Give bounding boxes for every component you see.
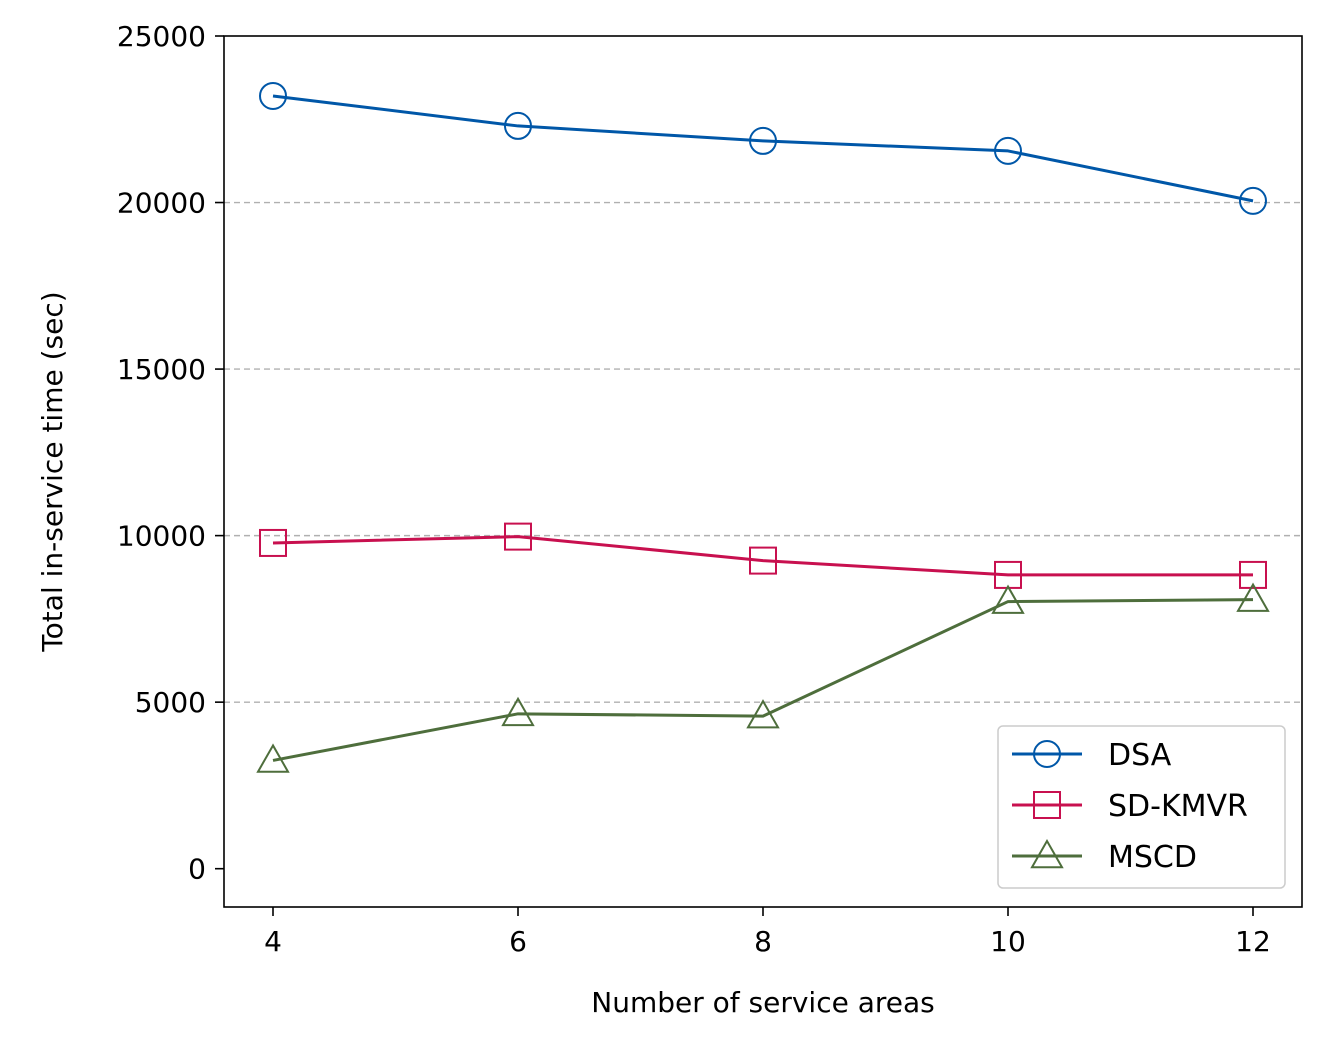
- legend-item: SD-KMVR: [1012, 789, 1248, 824]
- series-sd-kmvr: [259, 522, 1267, 589]
- legend: DSA SD-KMVR MSCD: [997, 725, 1286, 889]
- data-point: [1239, 560, 1267, 589]
- data-point: [749, 126, 777, 155]
- data-point: [749, 546, 777, 575]
- legend-label: DSA: [1108, 738, 1172, 773]
- x-tick-label: 8: [754, 925, 772, 958]
- series-group: [256, 81, 1270, 773]
- x-axis-ticks: 4 6 8 10 12: [264, 907, 1271, 958]
- series-line: [272, 94, 1254, 203]
- y-tick-label: 10000: [117, 520, 206, 553]
- data-point: [256, 743, 290, 773]
- series-line: [272, 598, 1254, 762]
- legend-marker: [1030, 838, 1064, 869]
- y-tick-label: 20000: [117, 187, 206, 220]
- series-mscd: [256, 582, 1270, 773]
- data-point: [504, 522, 532, 551]
- data-point: [501, 696, 535, 727]
- data-point: [994, 136, 1022, 165]
- series-dsa: [259, 81, 1267, 215]
- data-point: [746, 699, 780, 729]
- x-tick-label: 4: [264, 925, 282, 958]
- x-axis-label: Number of service areas: [591, 986, 935, 1019]
- legend-item: DSA: [1012, 738, 1172, 773]
- legend-label: MSCD: [1108, 840, 1197, 875]
- grid-lines: [224, 201, 1302, 703]
- data-point: [1236, 582, 1270, 612]
- data-point: [259, 81, 287, 110]
- legend-marker: [1033, 791, 1061, 819]
- y-tick-label: 5000: [135, 686, 206, 719]
- data-point: [1239, 186, 1267, 215]
- data-point: [504, 111, 532, 140]
- y-tick-label: 0: [188, 853, 206, 886]
- legend-box: [997, 725, 1286, 889]
- data-point: [259, 528, 287, 557]
- data-point: [991, 584, 1025, 614]
- x-tick-label: 12: [1235, 925, 1271, 958]
- legend-marker: [1033, 740, 1061, 768]
- legend-item: MSCD: [1012, 838, 1197, 875]
- x-tick-label: 6: [509, 925, 527, 958]
- x-tick-label: 10: [990, 925, 1026, 958]
- y-axis-label: Total in-service time (sec): [36, 291, 69, 652]
- y-tick-label: 25000: [117, 20, 206, 53]
- series-line: [272, 535, 1253, 577]
- y-tick-label: 15000: [117, 353, 206, 386]
- y-axis-ticks: 0 5000 10000 15000 20000 25000: [117, 20, 224, 886]
- legend-label: SD-KMVR: [1108, 789, 1248, 824]
